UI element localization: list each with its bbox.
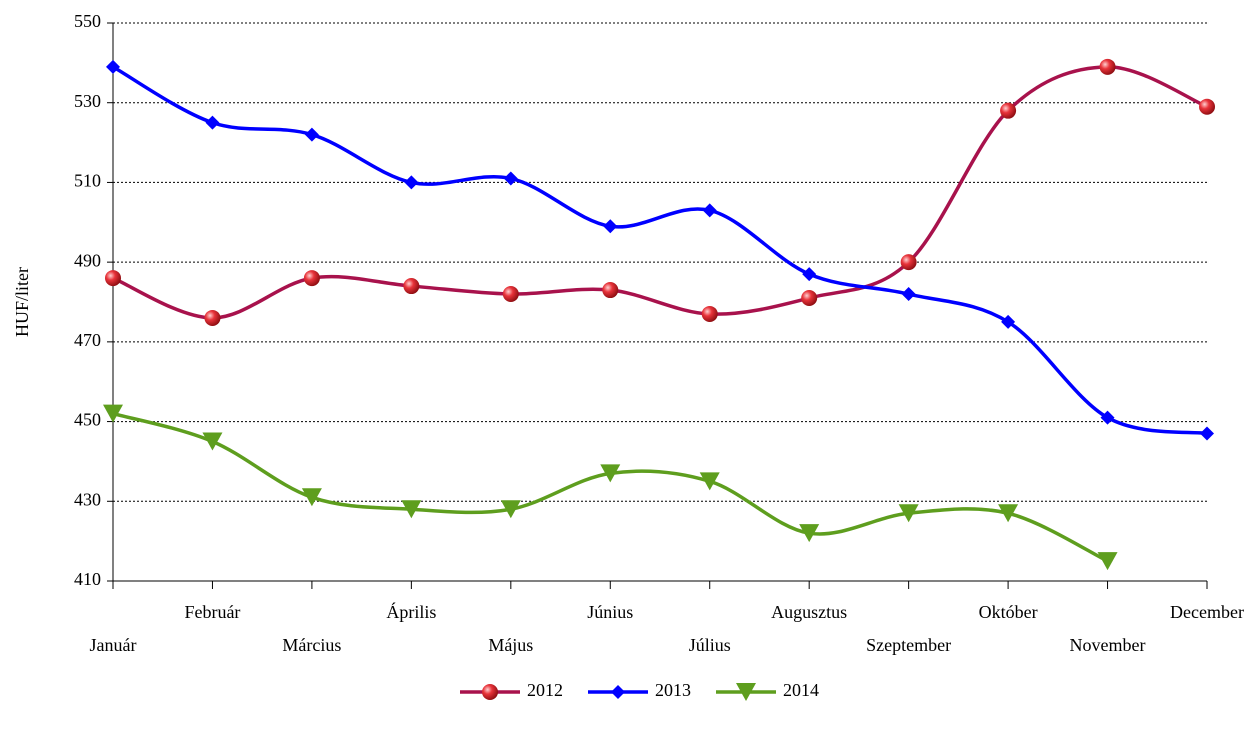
y-tick-label: 450 [74, 410, 101, 430]
data-point [600, 464, 621, 483]
y-tick-label: 410 [74, 569, 101, 589]
series-line [112, 65, 1208, 320]
data-point [602, 282, 619, 299]
x-tick-label: Március [282, 635, 341, 655]
data-point [1099, 58, 1116, 75]
data-point [1100, 410, 1115, 425]
x-tick-label: November [1070, 635, 1146, 655]
series-line [112, 65, 1208, 436]
data-point [1000, 102, 1017, 119]
data-point [403, 278, 420, 295]
data-point [699, 472, 720, 491]
data-point [1001, 314, 1016, 329]
data-point [799, 524, 820, 543]
x-tick-label: Április [386, 601, 436, 622]
data-point [103, 404, 123, 423]
x-tick-label: Július [689, 635, 731, 655]
data-point [401, 500, 422, 519]
y-tick-label: 550 [74, 11, 101, 31]
legend-label: 2013 [655, 680, 691, 700]
x-tick-label: Augusztus [771, 602, 847, 622]
y-tick-label: 470 [74, 330, 101, 350]
data-point [900, 254, 917, 271]
legend-label: 2014 [783, 680, 819, 700]
data-point [1200, 426, 1214, 441]
legend-label: 2012 [527, 680, 563, 700]
data-point [105, 270, 121, 287]
x-tick-label: Május [488, 635, 533, 655]
data-point [1097, 552, 1118, 571]
data-point [801, 290, 818, 307]
legend-marker [482, 684, 498, 700]
y-tick-label: 530 [74, 91, 101, 111]
data-point [503, 171, 518, 186]
data-point [802, 267, 817, 282]
data-point [404, 175, 419, 190]
legend-marker [736, 683, 756, 701]
x-tick-label: Október [979, 602, 1038, 622]
y-tick-label: 490 [74, 250, 101, 270]
x-tick-label: Február [184, 602, 240, 622]
series-line [112, 411, 1109, 563]
data-point [204, 309, 221, 326]
data-point [998, 504, 1019, 523]
data-point [106, 59, 120, 74]
data-point [502, 286, 519, 303]
data-point [500, 500, 521, 519]
y-tick-label: 510 [74, 171, 101, 191]
data-point [603, 219, 618, 234]
data-point [205, 115, 220, 130]
data-point [898, 504, 919, 523]
data-point [901, 287, 916, 302]
data-point [304, 127, 319, 142]
x-tick-label: Szeptember [866, 635, 951, 655]
data-point [303, 270, 320, 287]
data-point [1199, 98, 1215, 115]
data-point [701, 305, 718, 322]
x-tick-label: December [1170, 602, 1244, 622]
legend-marker [611, 685, 625, 699]
data-point [202, 432, 223, 451]
y-tick-label: 430 [74, 489, 101, 509]
x-tick-label: Június [587, 602, 633, 622]
data-point [301, 488, 322, 507]
x-tick-label: Január [90, 635, 137, 655]
y-axis-label: HUF/liter [12, 267, 32, 337]
data-point [702, 203, 717, 218]
